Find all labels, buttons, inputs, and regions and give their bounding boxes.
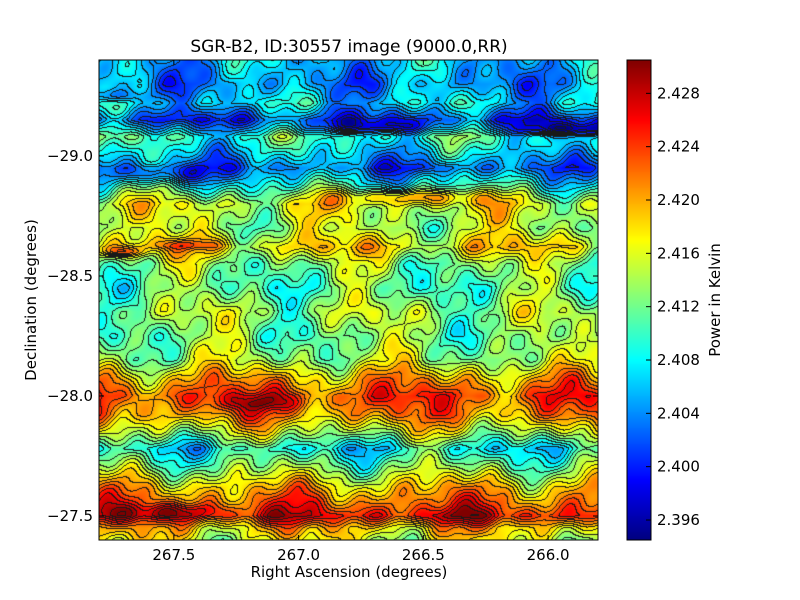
colorbar-tick-label: 2.396 [657, 511, 700, 529]
colorbar-tick-label: 2.428 [657, 84, 700, 102]
colorbar-gradient [627, 60, 651, 540]
y-axis: −27.5 −28.0 −28.5 −29.0 [47, 147, 598, 525]
x-axis-label: Right Ascension (degrees) [251, 563, 448, 581]
y-axis-label: Declination (degrees) [22, 219, 40, 381]
colorbar: 2.396 2.400 2.404 2.408 2.412 2.416 2.420 2.424… [626, 59, 724, 541]
y-tick-label: −28.0 [47, 387, 93, 405]
x-tick-label: 267.0 [277, 546, 320, 564]
colorbar-tick-label: 2.416 [657, 244, 700, 262]
x-axis: 267.5 267.0 266.5 266.0 [152, 60, 570, 564]
x-tick-label: 266.5 [402, 546, 445, 564]
heatmap-image [99, 60, 598, 540]
y-tick-label: −27.5 [47, 507, 93, 525]
x-tick-label: 267.5 [152, 546, 195, 564]
colorbar-tick-label: 2.408 [657, 351, 700, 369]
y-tick-label: −28.5 [47, 267, 93, 285]
colorbar-frame [626, 59, 652, 541]
chart-title: SGR-B2, ID:30557 image (9000.0,RR) [190, 37, 507, 57]
colorbar-label: Power in Kelvin [706, 243, 724, 357]
colorbar-tick-label: 2.400 [657, 458, 700, 476]
colorbar-tick-label: 2.424 [657, 138, 700, 156]
x-tick-label: 266.0 [527, 546, 570, 564]
colorbar-tick-label: 2.420 [657, 191, 700, 209]
y-tick-label: −29.0 [47, 147, 93, 165]
colorbar-tick-label: 2.412 [657, 298, 700, 316]
plot-area [98, 59, 599, 541]
colorbar-tick-label: 2.404 [657, 404, 700, 422]
colorbar-ticks: 2.396 2.400 2.404 2.408 2.412 2.416 2.420 2.424… [646, 84, 700, 529]
plot-frame [98, 59, 599, 541]
